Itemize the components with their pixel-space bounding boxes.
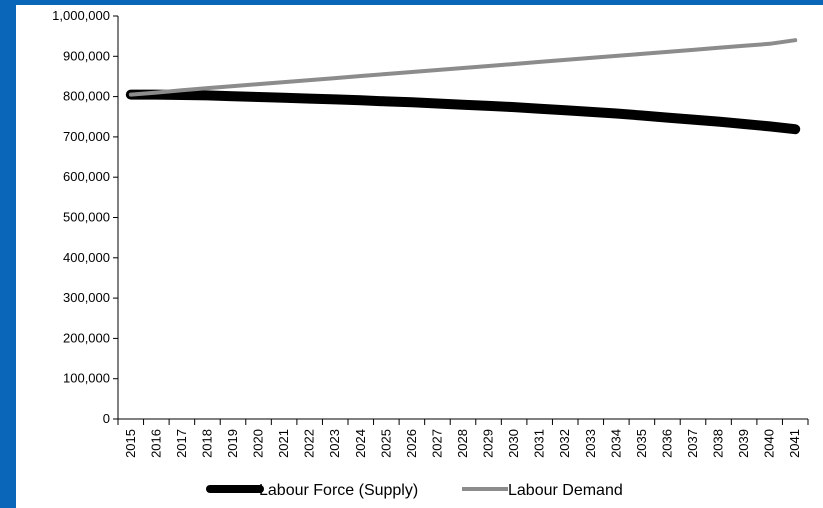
x-tick-label: 2038 — [711, 429, 726, 458]
x-tick-label: 2030 — [506, 429, 521, 458]
y-tick-label: 600,000 — [63, 169, 110, 184]
chart-panel: 0 100,000 200,000 300,000 400,000 500,000 600,… — [16, 5, 823, 508]
x-tick-label: 2033 — [583, 429, 598, 458]
x-tick-label: 2017 — [174, 429, 189, 458]
y-tick-label: 800,000 — [63, 89, 110, 104]
series-line-demand — [128, 38, 798, 97]
x-tick-label: 2036 — [659, 429, 674, 458]
y-tick-label: 900,000 — [63, 48, 110, 63]
x-axis-ticks: 2015 2016 2017 2018 2019 2020 2021 2022 2023 2024… — [117, 419, 809, 458]
x-tick-label: 2026 — [404, 429, 419, 458]
x-tick-label: 2023 — [327, 429, 342, 458]
x-tick-label: 2035 — [634, 429, 649, 458]
x-tick-label: 2031 — [532, 429, 547, 458]
y-tick-label: 400,000 — [63, 250, 110, 265]
x-tick-label: 2029 — [481, 429, 496, 458]
x-tick-label: 2021 — [276, 429, 291, 458]
x-tick-label: 2041 — [787, 429, 802, 458]
y-tick-label: 500,000 — [63, 210, 110, 225]
y-tick-label: 200,000 — [63, 330, 110, 345]
legend-label-supply: Labour Force (Supply) — [259, 482, 418, 499]
y-tick-label: 100,000 — [63, 371, 110, 386]
y-tick-label: 0 — [103, 411, 110, 426]
y-axis-ticks: 0 100,000 200,000 300,000 400,000 500,000 600,… — [52, 8, 118, 426]
legend: Labour Force (Supply) Labour Demand — [206, 482, 623, 499]
x-tick-label: 2027 — [429, 429, 444, 458]
x-tick-label: 2020 — [251, 429, 266, 458]
x-tick-label: 2016 — [148, 429, 163, 458]
y-tick-label: 1,000,000 — [52, 8, 110, 23]
line-chart: 0 100,000 200,000 300,000 400,000 500,000 600,… — [52, 8, 809, 499]
x-tick-label: 2034 — [608, 429, 623, 458]
x-tick-label: 2025 — [378, 429, 393, 458]
x-tick-label: 2019 — [225, 429, 240, 458]
top-frame-band — [0, 0, 823, 5]
x-tick-label: 2039 — [736, 429, 751, 458]
legend-label-demand: Labour Demand — [508, 482, 623, 499]
x-tick-label: 2037 — [685, 429, 700, 458]
x-tick-label: 2015 — [123, 429, 138, 458]
y-tick-label: 700,000 — [63, 129, 110, 144]
y-tick-label: 300,000 — [63, 290, 110, 305]
x-tick-label: 2028 — [455, 429, 470, 458]
left-frame-band — [0, 0, 16, 508]
x-tick-label: 2040 — [762, 429, 777, 458]
x-tick-label: 2024 — [353, 429, 368, 458]
series-layer — [125, 38, 801, 135]
x-tick-label: 2018 — [199, 429, 214, 458]
x-tick-label: 2022 — [302, 429, 317, 458]
series-line-supply — [125, 89, 801, 135]
x-tick-label: 2032 — [557, 429, 572, 458]
chart-axes — [117, 16, 808, 420]
